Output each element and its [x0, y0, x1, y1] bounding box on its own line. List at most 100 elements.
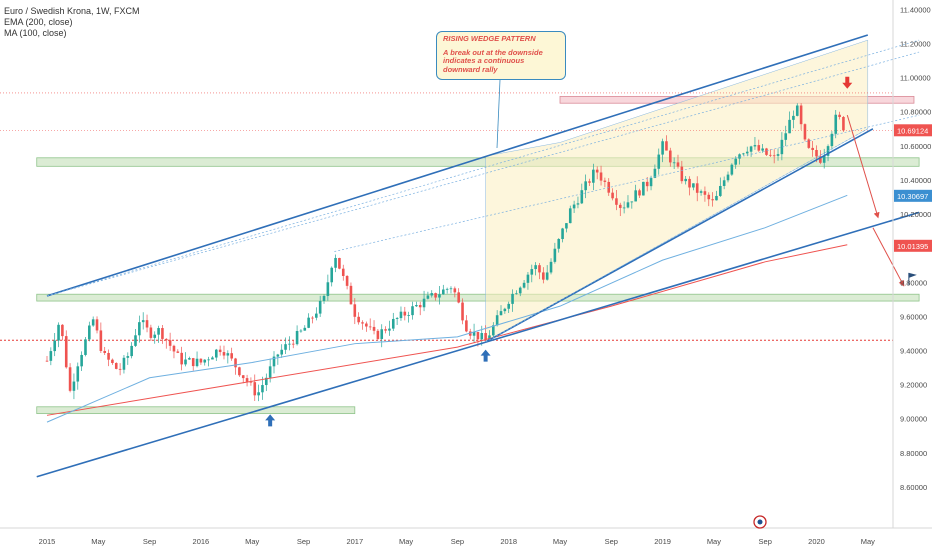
- candle-body-99: [426, 295, 430, 299]
- candle-body-108: [461, 302, 464, 321]
- price-axis[interactable]: 8.60000 8.80000 9.00000 9.20000 9.40000 9.600…: [892, 0, 931, 528]
- candle-body-190: [776, 154, 780, 156]
- up-arrow-icon: [480, 349, 491, 362]
- candle-body-189: [772, 155, 776, 157]
- candle-body-165: [680, 166, 684, 182]
- candle-body-113: [480, 333, 484, 340]
- price-tag-label: 10.30697: [897, 192, 928, 201]
- candle-body-27: [149, 327, 153, 338]
- x-tick-label: Sep: [143, 537, 156, 546]
- time-axis[interactable]: 2015 May Sep 2016 May Sep 2017 May Sep 2018 May Sep…: [0, 515, 932, 546]
- candle-body-55: [257, 392, 260, 396]
- candle-body-127: [534, 265, 537, 270]
- candle-body-25: [141, 320, 145, 323]
- trendline-6: [334, 114, 920, 252]
- candle-body-77: [341, 268, 345, 276]
- candle-body-46: [222, 352, 226, 356]
- candle-body-151: [626, 202, 630, 208]
- candle-body-171: [703, 191, 707, 195]
- candle-body-183: [749, 146, 753, 152]
- trendline-5: [46, 51, 920, 297]
- projection-arrow-2: [872, 227, 905, 287]
- candle-body-137: [572, 204, 576, 209]
- callout-body: A break out at the downside indicates a …: [443, 47, 543, 74]
- candle-body-51: [241, 375, 245, 379]
- candle-body-92: [399, 311, 403, 319]
- candle-body-142: [592, 169, 595, 183]
- candle-body-18: [114, 363, 118, 369]
- x-tick-label: May: [399, 537, 413, 546]
- candlestick-series: [45, 103, 845, 402]
- x-tick-label: May: [91, 537, 105, 546]
- callout-title: RISING WEDGE PATTERN: [443, 34, 536, 43]
- y-tick-label: 8.60000: [900, 483, 927, 492]
- candle-body-8: [76, 366, 80, 382]
- candle-body-96: [415, 305, 418, 307]
- ma-indicator-label[interactable]: MA (100, close): [4, 28, 67, 38]
- candle-body-124: [522, 282, 526, 288]
- candle-body-193: [788, 119, 791, 134]
- candle-body-120: [507, 303, 510, 309]
- candle-body-78: [345, 275, 349, 286]
- up-arrow-icon: [265, 414, 276, 427]
- candle-body-10: [84, 339, 87, 355]
- candle-body-94: [407, 315, 410, 316]
- x-tick-label: May: [245, 537, 259, 546]
- rising-wedge-callout[interactable]: RISING WEDGE PATTERN A break out at the …: [436, 31, 566, 80]
- candle-body-73: [326, 282, 330, 296]
- candle-body-132: [553, 248, 557, 262]
- candle-body-160: [661, 141, 664, 155]
- candle-body-195: [795, 105, 799, 116]
- candle-body-198: [807, 139, 811, 148]
- candle-body-13: [95, 319, 99, 331]
- candle-body-53: [249, 381, 253, 383]
- rising-wedge-fill: [485, 39, 869, 343]
- candle-body-149: [618, 204, 622, 208]
- trendline-1: [36, 211, 920, 478]
- candle-body-164: [676, 162, 680, 167]
- candle-body-200: [815, 149, 818, 157]
- candle-body-101: [434, 293, 437, 298]
- candle-body-144: [599, 172, 603, 181]
- candle-body-39: [195, 358, 199, 367]
- candle-body-40: [199, 358, 203, 363]
- candle-body-6: [68, 367, 72, 391]
- callout-connector: [496, 79, 501, 149]
- horizontal-levels: [0, 92, 893, 341]
- candle-body-82: [361, 322, 364, 324]
- projection-arrow-1: [846, 115, 880, 219]
- x-tick-label: 2020: [808, 537, 825, 546]
- projection-arrows: [846, 115, 905, 287]
- candle-body-44: [214, 349, 218, 358]
- candle-body-158: [653, 168, 657, 178]
- flag-icon: [908, 272, 917, 278]
- candle-body-188: [769, 154, 772, 156]
- wedge-area: [485, 39, 869, 343]
- ema-indicator-label[interactable]: EMA (200, close): [4, 17, 73, 27]
- candle-body-3: [57, 324, 60, 341]
- price-tag-2: [894, 189, 932, 202]
- candle-body-54: [253, 382, 257, 396]
- y-tick-label: 10.20000: [900, 210, 931, 219]
- symbol-title[interactable]: Euro / Swedish Krona, 1W, FXCM: [4, 6, 140, 16]
- candle-body-161: [665, 141, 668, 151]
- candle-body-16: [107, 352, 110, 360]
- candle-body-90: [391, 318, 395, 329]
- candle-body-88: [384, 329, 387, 331]
- candle-body-187: [765, 148, 768, 155]
- x-tick-label: 2016: [193, 537, 210, 546]
- y-tick-label: 11.40000: [900, 5, 931, 14]
- candle-body-156: [645, 181, 649, 187]
- candle-body-74: [330, 267, 334, 283]
- candle-body-168: [692, 183, 695, 188]
- candle-body-162: [668, 150, 672, 163]
- candle-body-84: [368, 326, 372, 328]
- candle-body-2: [53, 340, 56, 352]
- candle-body-118: [499, 311, 503, 316]
- candle-body-197: [803, 124, 807, 140]
- candle-body-72: [322, 295, 326, 301]
- candle-body-81: [357, 316, 360, 323]
- candle-body-174: [715, 195, 718, 201]
- candle-body-177: [726, 174, 730, 181]
